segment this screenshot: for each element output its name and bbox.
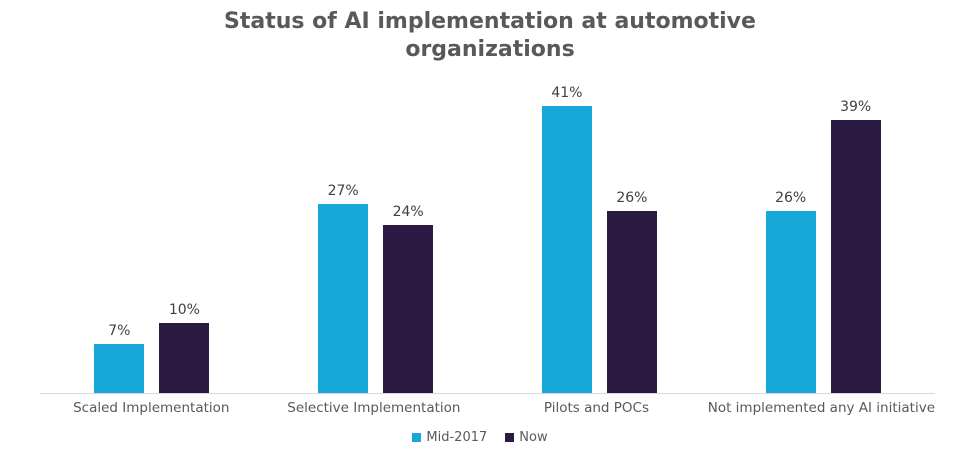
bar-wrap: 26% <box>606 190 657 393</box>
category-axis: Scaled Implementation Selective Implement… <box>40 400 935 416</box>
bar-mid-2017 <box>318 204 369 393</box>
bar-now <box>606 211 657 393</box>
bar-wrap: 26% <box>765 190 816 393</box>
bar-now <box>830 120 881 393</box>
bar-value-label: 26% <box>775 190 807 206</box>
bar-value-label: 24% <box>392 204 424 220</box>
bar-value-label: 7% <box>108 323 131 339</box>
legend-label: Mid-2017 <box>426 430 488 445</box>
category-label-not-implemented-any-ai-initiative: Not implemented any AI initiative <box>707 400 936 416</box>
chart-title: Status of AI implementation at automotiv… <box>224 9 756 62</box>
legend-item-mid-2017: Mid-2017 <box>412 430 487 445</box>
legend: Mid-2017 Now <box>0 430 960 445</box>
bar-wrap: 27% <box>318 183 369 393</box>
bar-mid-2017 <box>94 344 145 393</box>
bar-mid-2017 <box>765 211 816 393</box>
bar-now <box>159 323 210 393</box>
bar-value-label: 41% <box>551 85 583 101</box>
bar-now <box>383 225 434 393</box>
bar-mid-2017 <box>541 106 592 393</box>
legend-swatch-icon-now <box>505 433 515 442</box>
bar-value-label: 10% <box>168 302 200 318</box>
bar-group-selective-implementation: 27% 24% <box>264 73 488 393</box>
bar-group-scaled-implementation: 7% 10% <box>40 73 264 393</box>
bar-wrap: 24% <box>383 204 434 393</box>
bar-group-not-implemented-any-ai-initiative: 26% 39% <box>711 73 935 393</box>
bar-group-pilots-and-pocs: 41% 26% <box>488 73 712 393</box>
legend-label: Now <box>519 430 548 445</box>
category-label-selective-implementation: Selective Implementation <box>287 400 461 416</box>
bar-value-label: 39% <box>840 99 872 115</box>
category-label-pilots-and-pocs: Pilots and POCs <box>543 400 650 416</box>
x-axis-line <box>40 393 935 394</box>
category-label-scaled-implementation: Scaled Implementation <box>73 400 230 416</box>
bar-value-label: 26% <box>616 190 648 206</box>
plot-area: 7% 10% 27% 24% 41% 26% 26% 39% <box>40 73 935 393</box>
bar-wrap: 10% <box>159 302 210 393</box>
bar-wrap: 7% <box>94 323 145 393</box>
bar-wrap: 39% <box>830 99 881 393</box>
legend-item-now: Now <box>505 430 548 445</box>
legend-swatch-icon-mid-2017 <box>412 433 422 442</box>
bar-wrap: 41% <box>541 85 592 393</box>
bar-value-label: 27% <box>327 183 359 199</box>
